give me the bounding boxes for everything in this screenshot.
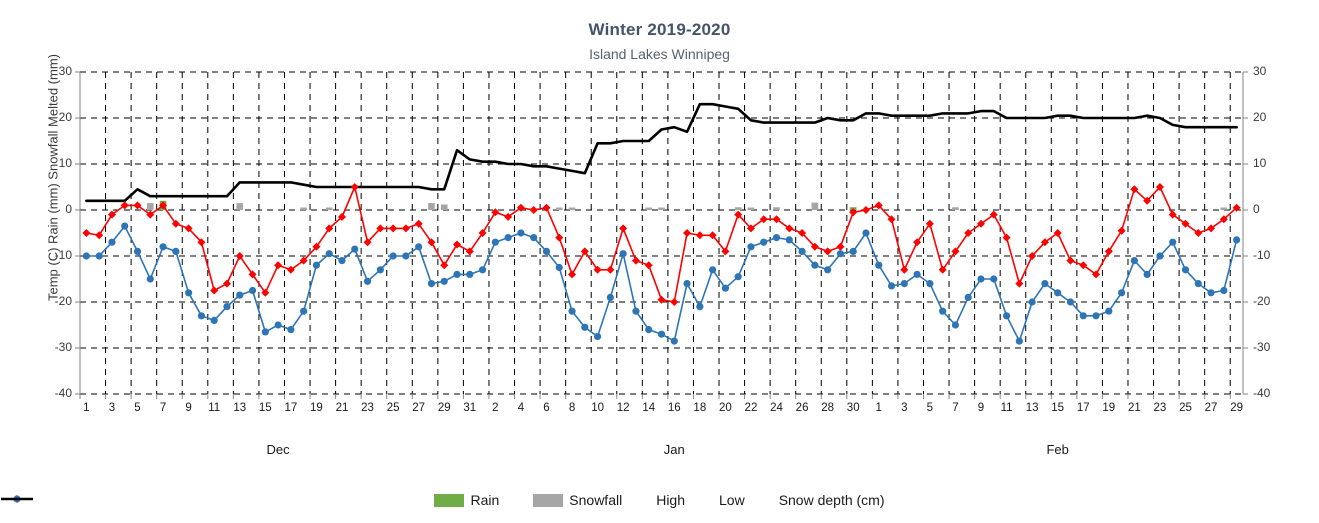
- chart-title: Winter 2019-2020: [588, 20, 731, 39]
- x-tick-label: 21: [1127, 402, 1141, 414]
- x-tick-label: 12: [616, 402, 630, 414]
- y-tick-label-right: -30: [1253, 340, 1271, 354]
- x-tick-label: 6: [543, 402, 550, 414]
- x-tick-label: 23: [1153, 402, 1167, 414]
- y-tick-label: 0: [65, 202, 72, 216]
- x-tick-label: 16: [667, 402, 681, 414]
- x-tick-label: 27: [412, 402, 426, 414]
- x-tick-label: 27: [1204, 402, 1218, 414]
- x-tick-label: 30: [846, 402, 860, 414]
- chart-legend: Rain Snowfall High Low Snow depth (cm): [0, 492, 1319, 508]
- y-tick-label-right: -40: [1253, 386, 1271, 400]
- x-tick-label: 11: [208, 402, 221, 414]
- x-tick-label: 25: [1179, 402, 1192, 414]
- x-tick-label: 19: [310, 402, 323, 414]
- x-tick-label: 15: [258, 402, 272, 414]
- x-tick-label: 11: [1000, 402, 1013, 414]
- x-tick-label: 19: [1102, 402, 1116, 414]
- x-tick-label: 15: [1051, 402, 1065, 414]
- x-tick-label: 18: [693, 402, 707, 414]
- y-tick-label: -20: [54, 294, 72, 308]
- y-tick-label-right: -10: [1253, 248, 1271, 262]
- x-tick-label: 1: [875, 402, 882, 414]
- x-tick-label: 26: [795, 402, 809, 414]
- legend-swatch-icon: [434, 493, 465, 507]
- legend-item[interactable]: Rain: [434, 492, 499, 508]
- legend-label: Low: [719, 492, 745, 508]
- y-tick-label-right: -20: [1253, 294, 1271, 308]
- legend-label: Rain: [470, 492, 500, 508]
- x-tick-label: 10: [591, 402, 604, 414]
- legend-item[interactable]: Low: [1, 492, 745, 508]
- legend-label: High: [656, 492, 685, 508]
- x-tick-label: 17: [1076, 402, 1090, 414]
- y-tick-label: -40: [54, 386, 72, 400]
- y-tick-label-right: 30: [1253, 64, 1267, 78]
- legend-line-icon: [1, 497, 33, 501]
- x-tick-label: 20: [718, 402, 732, 414]
- x-tick-label: 5: [134, 402, 141, 414]
- legend-label: Snow depth (cm): [778, 492, 885, 508]
- x-tick-label: 3: [108, 402, 116, 414]
- legend-item[interactable]: High: [1, 492, 685, 508]
- legend-label: Snowfall: [569, 492, 623, 508]
- x-tick-label: 28: [821, 402, 835, 414]
- y-tick-label: 10: [58, 156, 72, 170]
- legend-item[interactable]: Snowfall: [533, 492, 622, 508]
- x-tick-label: 29: [437, 402, 451, 414]
- x-tick-label: 21: [335, 402, 349, 414]
- y-tick-label-right: 0: [1253, 202, 1260, 216]
- x-tick-label: 23: [361, 402, 374, 414]
- y-tick-label: -30: [54, 340, 72, 354]
- x-tick-label: 25: [386, 402, 400, 414]
- month-label: Jan: [663, 442, 685, 457]
- x-tick-label: 5: [926, 402, 934, 414]
- y-tick-label: 20: [58, 110, 72, 124]
- x-tick-label: 17: [284, 402, 298, 414]
- x-tick-label: 9: [977, 402, 985, 414]
- x-tick-label: 13: [233, 402, 247, 414]
- x-tick-label: 22: [744, 402, 758, 414]
- x-tick-label: 7: [159, 402, 167, 414]
- month-label: Feb: [1046, 442, 1069, 457]
- month-label: Dec: [266, 442, 290, 457]
- x-tick-label: 9: [185, 402, 192, 414]
- y-tick-label-right: 10: [1253, 156, 1267, 170]
- legend-swatch-icon: [533, 493, 564, 507]
- x-tick-label: 13: [1025, 402, 1039, 414]
- legend-item[interactable]: Snow depth (cm): [1, 492, 885, 508]
- y-tick-label-right: 20: [1253, 110, 1267, 124]
- x-tick-label: 24: [770, 402, 783, 414]
- x-tick-label: 3: [901, 402, 908, 414]
- x-tick-label: 2: [492, 402, 499, 414]
- x-tick-label: 29: [1230, 402, 1243, 414]
- chart-subtitle: Island Lakes Winnipeg: [589, 46, 730, 62]
- x-tick-label: 14: [642, 402, 656, 414]
- x-tick-label: 31: [463, 402, 477, 414]
- x-tick-label: 4: [517, 402, 525, 414]
- x-tick-label: 8: [568, 402, 576, 414]
- x-tick-label: 1: [83, 402, 90, 414]
- y-tick-label: 30: [58, 64, 72, 78]
- x-tick-label: 7: [952, 402, 959, 414]
- y-tick-label: -10: [54, 248, 72, 262]
